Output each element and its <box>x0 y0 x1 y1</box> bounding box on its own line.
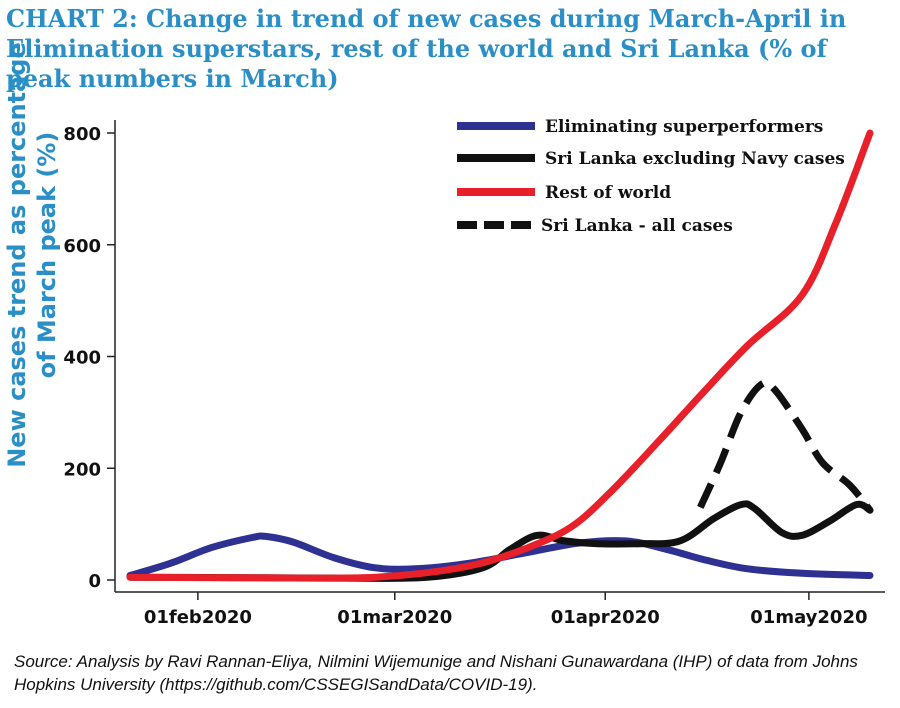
legend-label-rest-of-world: Rest of world <box>545 183 671 203</box>
x-tick-label: 01mar2020 <box>337 607 452 628</box>
y-tick-label: 200 <box>63 459 101 480</box>
y-tick-label: 800 <box>63 124 101 145</box>
legend-label-eliminating-superperformers: Eliminating superperformers <box>545 117 823 137</box>
legend-label-sri-lanka-excluding-navy-cases: Sri Lanka excluding Navy cases <box>545 149 845 169</box>
series-line-eliminating-superperformers <box>126 532 874 579</box>
legend-label-sri-lanka-all-cases: Sri Lanka - all cases <box>541 216 733 236</box>
y-tick-label: 0 <box>88 571 101 592</box>
y-tick-label: 400 <box>63 348 101 369</box>
series-line-rest-of-world <box>126 129 874 582</box>
y-tick-label: 600 <box>63 236 101 257</box>
x-tick-label: 01apr2020 <box>551 607 660 628</box>
source-note: Source: Analysis by Ravi Rannan-Eliya, N… <box>14 652 858 694</box>
x-tick-label: 01may2020 <box>750 607 867 628</box>
series-line-sri-lanka-all-cases <box>697 379 873 513</box>
x-tick-label: 01feb2020 <box>144 607 252 628</box>
chart-title: CHART 2: Change in trend of new cases du… <box>6 4 847 93</box>
